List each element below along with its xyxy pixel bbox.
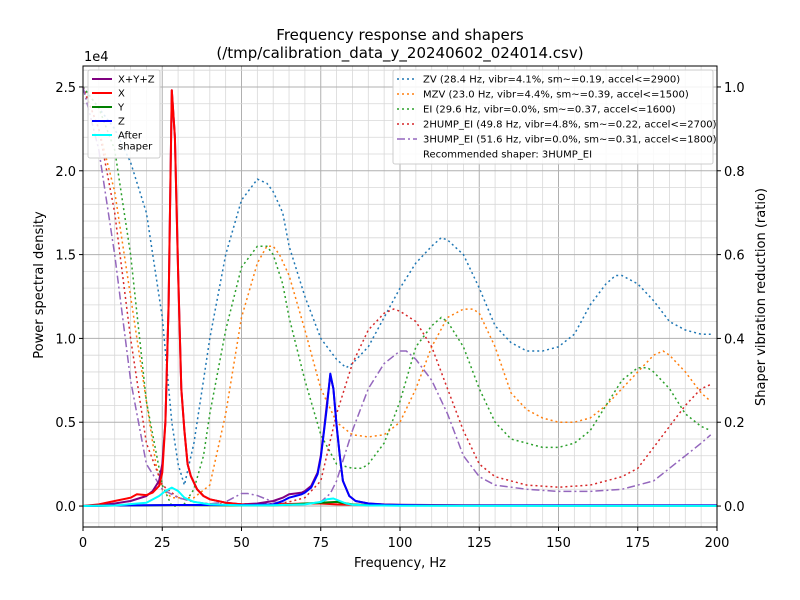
shaper-lines: [82, 86, 712, 507]
grid: [82, 66, 718, 527]
y-tick-label: 1.0: [55, 332, 76, 347]
shaper-series-line: [82, 86, 712, 505]
psd-lines: [82, 89, 717, 507]
legend-label: X+Y+Z: [118, 75, 155, 86]
y2-axis-label: Shaper vibration reduction (ratio): [754, 188, 769, 406]
y-tick-label: 2.0: [55, 165, 76, 180]
y2-tick-label: 1.0: [724, 81, 745, 96]
x-tick-label: 50: [233, 536, 250, 551]
x-axis-label: Frequency, Hz: [354, 556, 446, 571]
legend-label: After: [118, 131, 143, 142]
legend-label: 3HUMP_EI (51.6 Hz, vibr=0.0%, sm~=0.31, …: [423, 135, 717, 146]
y2-tick-label: 0.6: [724, 249, 745, 264]
x-tick-label: 100: [388, 536, 413, 551]
x-tick-label: 150: [546, 536, 571, 551]
y-tick-label: 0.0: [55, 500, 76, 515]
psd-series-line: [82, 486, 717, 507]
x-tick-label: 200: [705, 536, 730, 551]
recommended-shaper-label: Recommended shaper: 3HUMP_EI: [423, 150, 592, 161]
shaper-legend-box: [392, 69, 714, 165]
legend-label: shaper: [118, 142, 153, 153]
legend-label: Z: [118, 117, 125, 128]
y-tick-label: 2.5: [55, 81, 76, 96]
legend-label: X: [118, 89, 125, 100]
legend-label: 2HUMP_EI (49.8 Hz, vibr=4.8%, sm~=0.22, …: [423, 120, 717, 131]
y-offset-label: 1e4: [84, 50, 109, 65]
shaper-legend: ZV (28.4 Hz, vibr=4.1%, sm~=0.19, accel<…: [392, 69, 717, 165]
legend-label: Y: [117, 103, 125, 114]
legend-label: ZV (28.4 Hz, vibr=4.1%, sm~=0.19, accel<…: [423, 75, 680, 86]
shaper-series-line: [82, 86, 711, 489]
x-tick-label: 175: [625, 536, 650, 551]
legend-label: MZV (23.0 Hz, vibr=4.4%, sm~=0.39, accel…: [423, 90, 689, 101]
y-tick-label: 0.5: [55, 416, 76, 431]
legend-label: EI (29.6 Hz, vibr=0.0%, sm~=0.37, accel<…: [423, 105, 676, 116]
x-tick-label: 75: [312, 536, 329, 551]
axes: 0 25 50 75 100 125 150 175 200 0.0 0.5 1.0 1.5 2.0 2.5…: [55, 65, 745, 551]
y2-tick-label: 0.8: [724, 165, 745, 180]
y2-tick-label: 0.4: [724, 332, 745, 347]
y2-tick-label: 0.0: [724, 500, 745, 515]
chart-title: Frequency response and shapers: [276, 26, 524, 44]
x-tick-label: 25: [154, 536, 171, 551]
x-tick-label: 125: [467, 536, 492, 551]
shaper-series-line: [82, 86, 712, 507]
y2-tick-label: 0.2: [724, 416, 745, 431]
chart-subtitle: (/tmp/calibration_data_y_20240602_024014…: [216, 44, 583, 63]
x-tick-label: 0: [79, 536, 87, 551]
y-axis-label: Power spectral density: [32, 211, 47, 359]
y-tick-label: 1.5: [55, 249, 76, 264]
